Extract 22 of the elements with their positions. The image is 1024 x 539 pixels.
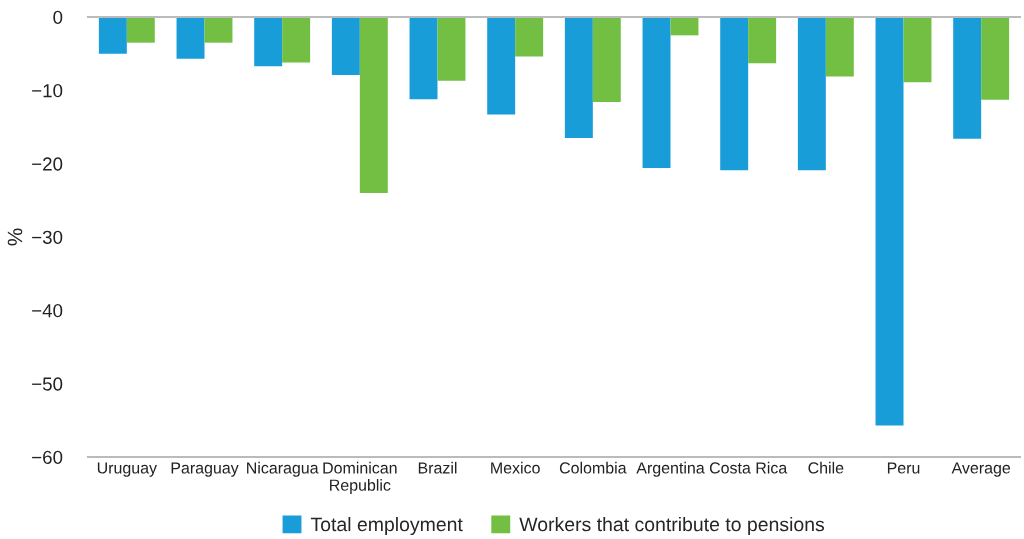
x-tick-label: Peru	[887, 462, 920, 474]
y-tick-label: −30	[32, 230, 63, 244]
y-tick-label: −60	[32, 450, 63, 464]
x-tick-label: Colombia	[559, 461, 627, 474]
y-tick-label: −50	[32, 377, 63, 391]
y-tick-label: −10	[32, 84, 63, 98]
x-tick-label: Argentina	[636, 461, 705, 477]
x-tick-label: Mexico	[491, 461, 540, 474]
x-tick-label: Costa Rica	[709, 461, 788, 474]
y-axis-title: %	[7, 228, 23, 246]
legend-label: Total employment	[310, 516, 463, 536]
x-tick-label: Chile	[808, 461, 844, 474]
y-tick-label: 0	[53, 10, 63, 24]
x-tick-label: Paraguay	[171, 462, 239, 477]
x-tick-label: Uruguay	[97, 462, 157, 477]
y-tick-label: −20	[32, 157, 63, 171]
x-tick-label: Dominican Republic	[323, 461, 397, 494]
x-tick-label: Nicaragua	[247, 461, 319, 477]
legend-label: Workers that contribute to pensions	[519, 516, 825, 536]
y-tick-label: −40	[32, 304, 63, 318]
x-tick-label: Brazil	[418, 461, 457, 474]
x-tick-label: Average	[951, 462, 1011, 477]
